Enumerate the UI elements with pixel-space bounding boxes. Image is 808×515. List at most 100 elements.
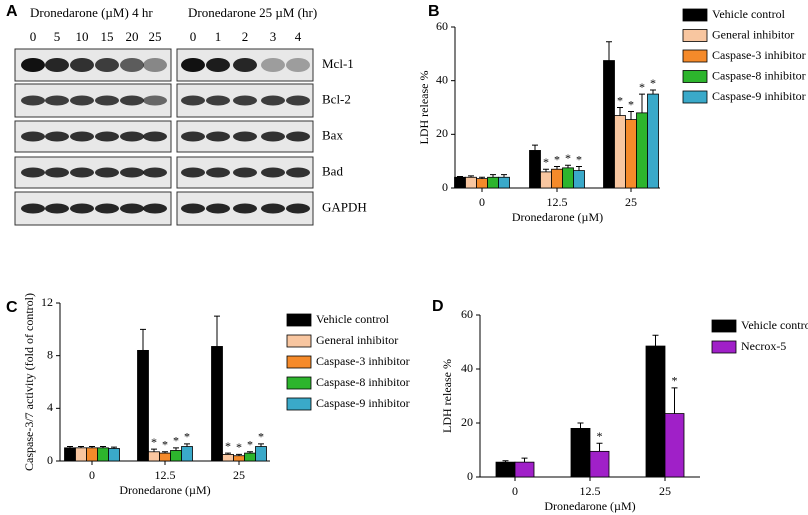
legend-label: Caspase-9 inhibitor: [712, 89, 806, 103]
bar: [540, 171, 552, 189]
error-bar: [521, 457, 528, 463]
y-tick-label: 0: [47, 453, 53, 467]
error-bar: [247, 451, 253, 454]
y-tick-label: 0: [467, 469, 473, 483]
error-bar: [173, 447, 179, 451]
panel-letter: A: [6, 3, 18, 20]
bar: [64, 447, 76, 462]
band: [95, 131, 119, 142]
band: [21, 58, 45, 72]
significance: *: [650, 76, 656, 90]
band: [286, 203, 310, 214]
bar: [647, 93, 659, 189]
lane-label: 3: [270, 29, 277, 44]
y-axis-label: LDH release %: [440, 359, 454, 433]
bar: [97, 447, 109, 462]
band: [181, 58, 205, 72]
bar: [664, 413, 685, 478]
significance: *: [173, 434, 179, 448]
bar: [465, 176, 477, 189]
bar: [573, 170, 585, 189]
x-axis-label: Dronedarone (µM): [512, 210, 603, 224]
x-tick-label: 12.5: [547, 195, 568, 209]
y-tick-label: 12: [41, 295, 53, 309]
band: [181, 131, 205, 142]
legend-label: Caspase-9 inhibitor: [316, 396, 410, 410]
y-tick-label: 40: [461, 361, 473, 375]
legend-label: Vehicle control: [316, 312, 390, 326]
panel-letter: B: [428, 3, 440, 20]
legend-swatch: [286, 334, 312, 348]
significance: *: [628, 97, 634, 111]
bar: [514, 461, 535, 478]
legend-swatch: [682, 29, 708, 42]
bar: [454, 176, 466, 189]
significance: *: [236, 440, 242, 454]
lane-label: 15: [101, 29, 114, 44]
band: [120, 203, 144, 214]
bar: [589, 450, 610, 478]
significance: *: [565, 151, 571, 165]
band: [143, 95, 167, 106]
error-bar: [596, 442, 603, 452]
error-bar: [576, 166, 582, 171]
y-tick-label: 20: [436, 126, 448, 140]
bar: [75, 447, 87, 462]
legend-label: Caspase-8 inhibitor: [712, 68, 806, 82]
band: [143, 131, 167, 142]
bar: [487, 176, 499, 189]
error-bar: [236, 453, 242, 456]
legend-label: Necrox-5: [741, 339, 786, 353]
significance: *: [639, 80, 645, 94]
x-tick-label: 0: [89, 468, 95, 482]
band: [21, 203, 45, 214]
bar: [244, 452, 256, 462]
band: [45, 203, 69, 214]
protein-label: Bax: [322, 127, 343, 142]
error-bar: [140, 328, 146, 351]
bar: [255, 446, 267, 462]
band: [70, 167, 94, 178]
band: [45, 58, 69, 72]
error-bar: [606, 41, 612, 61]
band: [70, 95, 94, 106]
bar: [222, 454, 234, 462]
error-bar: [184, 443, 190, 447]
error-bar: [617, 107, 623, 116]
y-tick-label: 40: [436, 72, 448, 86]
band: [45, 131, 69, 142]
lane-label: 0: [190, 29, 197, 44]
bar: [159, 452, 171, 462]
band: [45, 167, 69, 178]
bar: [562, 167, 574, 189]
legend-label: Caspase-3 inhibitor: [712, 48, 806, 62]
band: [181, 203, 205, 214]
bar: [570, 427, 591, 478]
band: [206, 167, 230, 178]
band: [261, 95, 285, 106]
band: [206, 203, 230, 214]
band: [143, 203, 167, 214]
band: [95, 167, 119, 178]
panel-letter: C: [6, 299, 18, 316]
y-tick-label: 60: [461, 307, 473, 321]
bar: [495, 461, 516, 478]
bar: [529, 150, 541, 189]
error-bar: [565, 164, 571, 168]
error-bar: [100, 446, 106, 448]
error-bar: [162, 451, 168, 454]
lane-label: 10: [76, 29, 89, 44]
legend-label: Caspase-3 inhibitor: [316, 354, 410, 368]
legend-label: Vehicle control: [741, 318, 808, 332]
blot-title: Dronedarone (µM) 4 hr: [30, 5, 153, 20]
band: [45, 95, 69, 106]
x-tick-label: 25: [659, 484, 671, 498]
x-tick-label: 25: [233, 468, 245, 482]
significance: *: [184, 430, 190, 444]
legend-swatch: [682, 70, 708, 83]
band: [21, 95, 45, 106]
significance: *: [247, 438, 253, 452]
y-tick-label: 60: [436, 19, 448, 33]
band: [70, 58, 94, 72]
